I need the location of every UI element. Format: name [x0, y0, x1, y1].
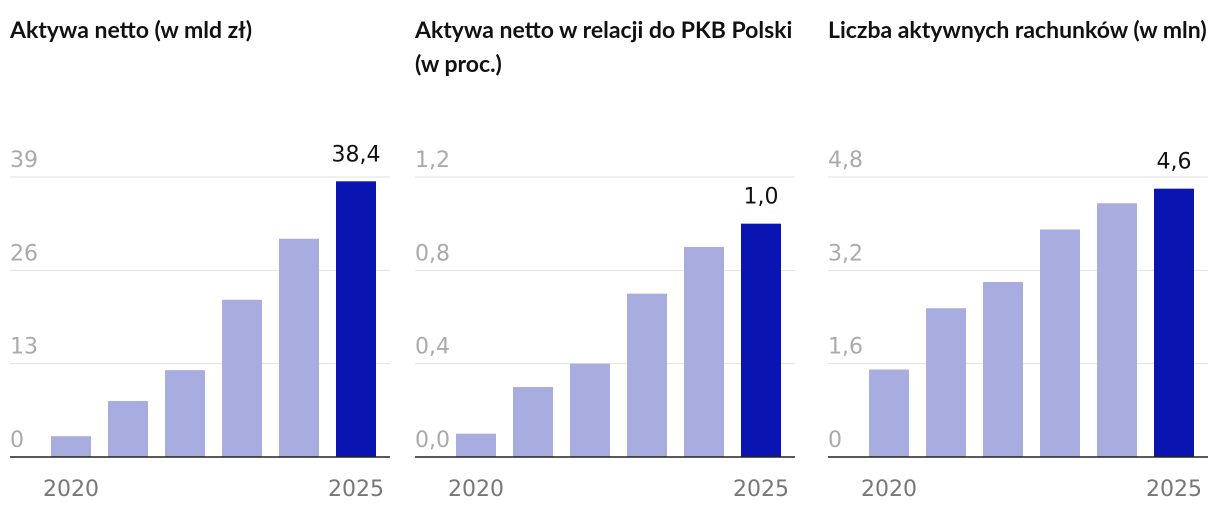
y-tick-label: 0: [10, 428, 24, 453]
bar: [279, 238, 319, 457]
y-tick-label: 1,6: [828, 335, 863, 360]
chart-panel: Aktywa netto (w mld zł) 0 13 26 39 2020 38,4 20…: [10, 0, 390, 514]
bar: [869, 369, 909, 457]
y-tick-label: 0: [828, 428, 842, 453]
y-tick-label: 1,2: [415, 148, 450, 173]
bar: [570, 363, 610, 457]
bar: [513, 387, 553, 457]
y-tick-label: 4,8: [828, 148, 863, 173]
bar: [741, 223, 781, 457]
x-tick-label: 2020: [861, 477, 917, 502]
y-tick-label: 0,0: [415, 428, 450, 453]
x-tick-label: 2025: [733, 477, 789, 502]
chart-panel: Aktywa netto w relacji do PKB Polski (w …: [415, 0, 795, 514]
chart-title: Aktywa netto w relacji do PKB Polski (w …: [415, 15, 793, 77]
y-tick-label: 0,4: [415, 335, 450, 360]
bar: [684, 247, 724, 457]
chart-panel: Liczba aktywnych rachunków (w mln) 0 1,6 3,…: [828, 0, 1208, 514]
bar: [1097, 203, 1137, 457]
bar: [456, 433, 496, 457]
bar: [336, 181, 376, 458]
chart: 0 1,6 3,2 4,8 2020 4,6 2025: [828, 148, 1208, 502]
value-label: 1,0: [744, 185, 779, 210]
x-tick-label: 2025: [1146, 477, 1202, 502]
chart-title: Liczba aktywnych rachunków (w mln): [828, 15, 1207, 43]
y-tick-label: 3,2: [828, 241, 863, 266]
bar: [165, 370, 205, 457]
chart-title: Aktywa netto (w mld zł): [10, 15, 253, 43]
value-label: 38,4: [332, 142, 381, 167]
bar: [983, 282, 1023, 457]
y-tick-label: 0,8: [415, 241, 450, 266]
bar: [222, 299, 262, 457]
y-tick-label: 13: [10, 335, 38, 360]
bar: [926, 308, 966, 457]
y-tick-label: 39: [10, 148, 38, 173]
chart: 0,0 0,4 0,8 1,2 2020 1,0 2025: [415, 148, 795, 502]
bar: [1154, 188, 1194, 457]
value-label: 4,6: [1157, 150, 1192, 175]
x-tick-label: 2020: [448, 477, 504, 502]
x-tick-label: 2025: [328, 477, 384, 502]
bar: [51, 436, 91, 457]
chart: 0 13 26 39 2020 38,4 2025: [10, 142, 390, 502]
bar: [627, 293, 667, 457]
x-tick-label: 2020: [43, 477, 99, 502]
bar: [108, 401, 148, 457]
bar: [1040, 229, 1080, 457]
y-tick-label: 26: [10, 241, 38, 266]
